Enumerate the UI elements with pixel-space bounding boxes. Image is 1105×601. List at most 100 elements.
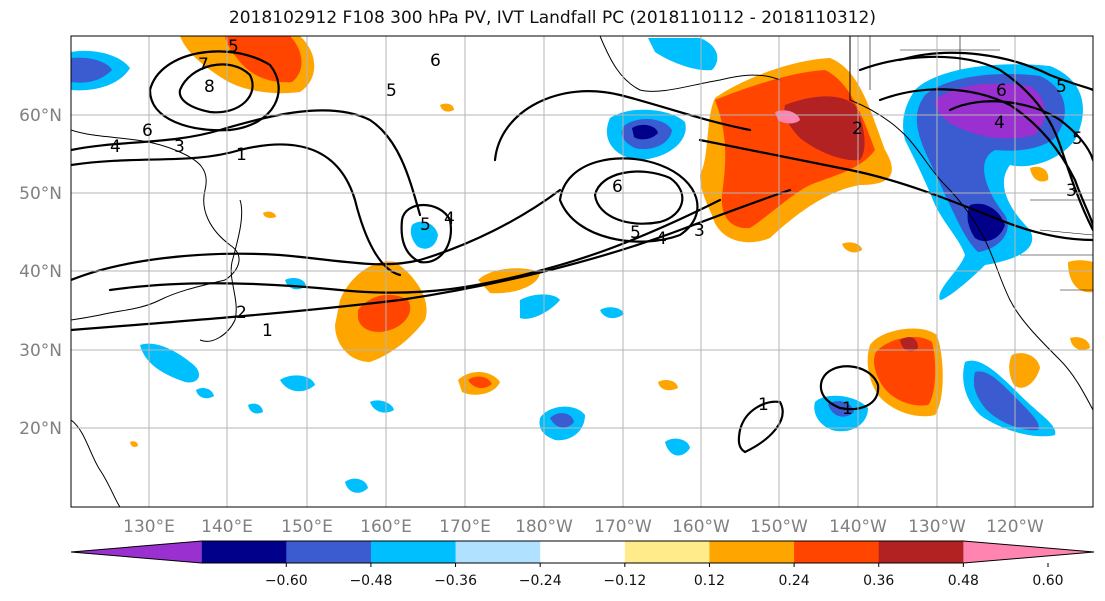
longitude-label: 130°E (123, 517, 175, 537)
colorbar-tick-label: −0.60 (265, 573, 308, 589)
contour-label: 3 (694, 221, 705, 241)
colorbar: −0.60 −0.48 −0.36 −0.24 −0.12 0.12 0.24 0.36 0.4… (70, 540, 1095, 589)
negative-anomaly-patch (967, 203, 1005, 242)
positive-anomaly-patch (130, 441, 138, 447)
shading-layer (71, 36, 1093, 493)
negative-anomaly-patch (632, 124, 658, 140)
asia-coastline-south (71, 419, 121, 507)
contour-label: 6 (430, 51, 441, 71)
colorbar-tick-label: 0.48 (948, 573, 979, 589)
latitude-label: 20°N (19, 419, 62, 439)
positive-anomaly-patch (658, 380, 678, 391)
contour-label: 2 (852, 119, 863, 139)
contour-label: 1 (262, 321, 273, 341)
colorbar-tick-label: 0.60 (1032, 573, 1063, 589)
contour-line (71, 188, 562, 282)
latitude-label: 40°N (19, 262, 62, 282)
contour-label: 5 (1056, 77, 1067, 97)
colorbar-tick-label: −0.12 (603, 573, 646, 589)
longitude-label: 140°E (201, 517, 253, 537)
contour-label: 1 (842, 399, 853, 419)
japan-coastline (199, 199, 243, 342)
longitude-label: 160°E (360, 517, 412, 537)
longitude-label: 140°W (829, 517, 887, 537)
colorbar-tick-label: 0.12 (694, 573, 725, 589)
latitude-label: 50°N (19, 184, 62, 204)
negative-anomaly-patch (140, 343, 200, 383)
contour-label: 6 (996, 81, 1007, 101)
colorbar-segment (540, 541, 626, 563)
colorbar-tick-label: −0.48 (349, 573, 392, 589)
contour-line (948, 100, 1093, 162)
alaska-coastline (599, 36, 781, 92)
positive-anomaly-patch (874, 337, 936, 406)
positive-anomaly-patch (784, 96, 865, 161)
positive-anomaly-patch (440, 103, 454, 112)
colorbar-segment (455, 541, 541, 563)
contour-label: 4 (110, 137, 121, 157)
contour-line (108, 198, 722, 294)
positive-anomaly-patch (775, 110, 800, 124)
longitude-label: 150°W (750, 517, 808, 537)
contour-closed (593, 170, 684, 225)
longitude-labels: 130°E 140°E 150°E 160°E 170°E 180°W 170°W 160°W… (123, 517, 1044, 537)
negative-anomaly-patch (600, 307, 624, 319)
longitude-label: 170°E (439, 517, 491, 537)
contour-label: 8 (204, 77, 215, 97)
contour-closed (178, 63, 254, 114)
contour-label: 1 (236, 145, 247, 165)
longitude-label: 180°W (515, 517, 573, 537)
colorbar-segment (709, 541, 795, 563)
negative-anomaly-patch (973, 371, 1039, 431)
positive-anomaly-patch (1070, 337, 1090, 350)
colorbar-segment (794, 541, 880, 563)
contour-label: 4 (994, 113, 1005, 133)
gridline-layer (71, 36, 1093, 507)
colorbar-extend-max (963, 541, 1094, 563)
latitude-label: 30°N (19, 341, 62, 361)
contour-line (71, 143, 402, 277)
contour-label: 3 (174, 137, 185, 157)
negative-anomaly-patch (648, 38, 718, 71)
map-frame (70, 35, 1094, 508)
asia-coastline (71, 129, 240, 321)
contour-layer (71, 50, 1093, 454)
negative-anomaly-patch (935, 83, 1045, 139)
negative-anomaly-patch (248, 403, 263, 414)
negative-anomaly-patch (665, 438, 690, 456)
colorbar-segment (201, 541, 287, 563)
contour-label-layer: 5 7 8 6 3 4 1 6 5 5 4 6 5 4 3 2 2 1 1 1 … (110, 37, 1083, 419)
colorbar-tick-label: 0.24 (779, 573, 810, 589)
longitude-label: 150°E (281, 517, 333, 537)
contour-closed (558, 157, 699, 243)
contour-line (71, 188, 792, 332)
positive-anomaly-patch (900, 337, 918, 352)
colorbar-extend-min (71, 541, 202, 563)
contour-label: 4 (444, 209, 455, 229)
contour-line (698, 138, 1093, 242)
negative-anomaly-patch (410, 221, 438, 249)
coastline-layer (71, 36, 1093, 507)
map-title: 2018102912 F108 300 hPa PV, IVT Landfall… (228, 8, 876, 28)
contour-label: 5 (1072, 129, 1083, 149)
colorbar-segment (624, 541, 710, 563)
contour-label: 2 (236, 303, 247, 323)
positive-anomaly-patch (842, 242, 862, 253)
contour-label: 5 (386, 81, 397, 101)
contour-closed (737, 400, 784, 454)
positive-anomaly-patch (1030, 166, 1049, 182)
positive-anomaly-patch (468, 376, 492, 389)
negative-anomaly-patch (196, 388, 214, 399)
latitude-label: 60°N (19, 106, 62, 126)
longitude-label: 160°W (672, 517, 730, 537)
contour-line (858, 55, 1093, 232)
positive-anomaly-patch (1009, 353, 1040, 388)
contour-line (878, 88, 1093, 227)
colorbar-segment (878, 541, 964, 563)
contour-label: 1 (758, 395, 769, 415)
colorbar-tick-label: 0.36 (863, 573, 894, 589)
contour-label: 5 (420, 215, 431, 235)
contour-closed (148, 50, 280, 132)
colorbar-tick-label: −0.36 (434, 573, 477, 589)
